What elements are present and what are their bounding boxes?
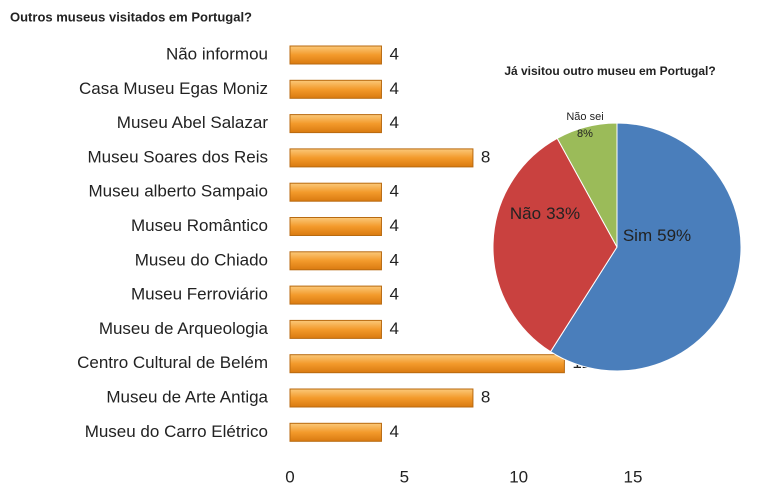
bar bbox=[289, 148, 474, 168]
bar bbox=[289, 79, 382, 99]
category-label: Museu Abel Salazar bbox=[117, 113, 269, 132]
x-tick-label: 0 bbox=[285, 467, 294, 486]
slice-value-label: 59% bbox=[657, 226, 691, 245]
value-label: 4 bbox=[389, 182, 398, 201]
slice-label: Não bbox=[510, 204, 541, 223]
category-label: Museu Soares dos Reis bbox=[88, 147, 268, 166]
category-label: Museu de Arte Antiga bbox=[106, 387, 268, 406]
category-label: Museu Romântico bbox=[131, 216, 268, 235]
x-tick-label: 15 bbox=[624, 467, 643, 486]
value-label: 8 bbox=[481, 387, 490, 406]
category-label: Museu de Arqueologia bbox=[99, 319, 269, 338]
value-label: 8 bbox=[481, 147, 490, 166]
category-label: Museu alberto Sampaio bbox=[88, 182, 268, 201]
bar bbox=[289, 114, 382, 134]
pie-slice bbox=[492, 137, 618, 353]
value-label: 4 bbox=[389, 44, 398, 63]
value-label: 4 bbox=[389, 422, 398, 441]
x-tick-label: 5 bbox=[400, 467, 409, 486]
bar bbox=[289, 251, 382, 271]
bar bbox=[289, 217, 382, 236]
bar bbox=[289, 182, 382, 202]
value-label: 4 bbox=[389, 285, 398, 304]
value-label: 4 bbox=[389, 113, 398, 132]
bar bbox=[289, 45, 382, 65]
slice-value-label: 33% bbox=[546, 204, 580, 223]
value-label: 4 bbox=[389, 250, 398, 269]
value-label: 4 bbox=[389, 216, 398, 235]
category-label: Centro Cultural de Belém bbox=[77, 353, 268, 372]
value-label: 4 bbox=[389, 319, 398, 338]
bar bbox=[289, 285, 382, 305]
pie-slice bbox=[556, 122, 618, 248]
category-label: Museu Ferroviário bbox=[131, 285, 268, 304]
slice-value-label: 8% bbox=[577, 128, 593, 140]
bar-title: Outros museus visitados em Portugal? bbox=[10, 9, 252, 24]
slice-label: Não sei bbox=[566, 111, 603, 123]
pie-title: Já visitou outro museu em Portugal? bbox=[504, 64, 715, 78]
slice-label: Sim bbox=[623, 226, 652, 245]
category-label: Museu do Chiado bbox=[135, 250, 268, 269]
category-label: Casa Museu Egas Moniz bbox=[79, 79, 268, 98]
category-label: Museu do Carro Elétrico bbox=[85, 422, 268, 441]
value-label: 4 bbox=[389, 79, 398, 98]
slice-label-group: Não 33% bbox=[510, 204, 580, 223]
bar bbox=[289, 319, 382, 339]
x-tick-label: 10 bbox=[509, 467, 528, 486]
category-label: Não informou bbox=[166, 44, 268, 63]
pie-slice bbox=[549, 122, 742, 372]
bar bbox=[289, 422, 382, 442]
slice-label-group: Sim 59% bbox=[623, 226, 691, 245]
bar bbox=[289, 354, 565, 374]
bar bbox=[289, 388, 474, 408]
